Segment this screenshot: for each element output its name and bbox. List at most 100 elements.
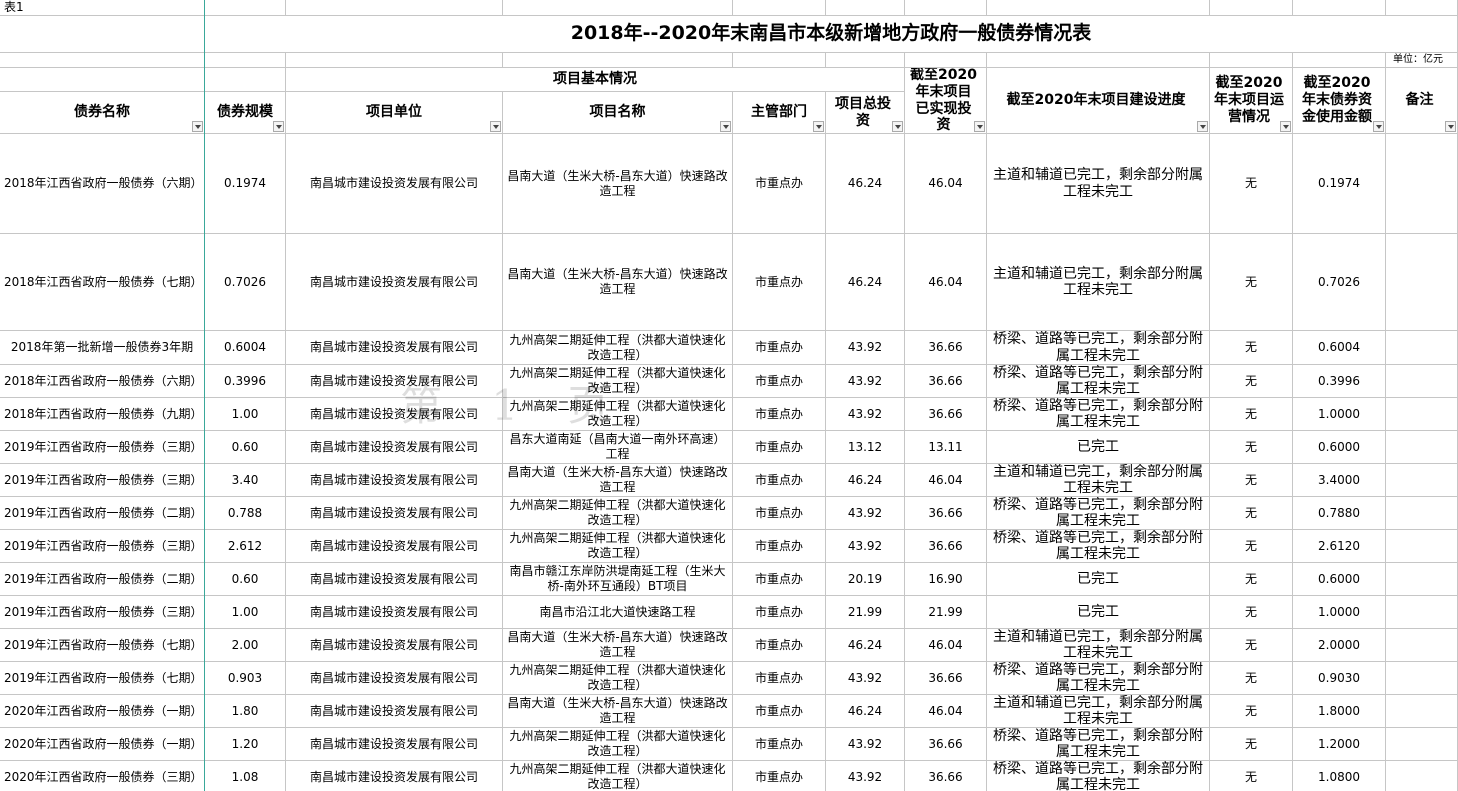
table-cell: 2.00: [205, 629, 286, 662]
table-cell: 2019年江西省政府一般债券（三期）: [0, 431, 205, 464]
table-cell: 2018年江西省政府一般债券（六期）: [0, 134, 205, 234]
table-cell: 桥梁、道路等已完工，剩余部分附属工程未完工: [987, 331, 1210, 365]
table-cell: 无: [1210, 728, 1293, 761]
table-cell: 2.6120: [1293, 530, 1386, 563]
table-cell: 桥梁、道路等已完工，剩余部分附属工程未完工: [987, 497, 1210, 530]
table-cell: 46.04: [905, 629, 987, 662]
empty-cell: [503, 0, 733, 16]
table-cell: 46.24: [826, 695, 905, 728]
empty-cell: [0, 16, 205, 53]
table-cell: 36.66: [905, 365, 987, 398]
table-cell: 43.92: [826, 728, 905, 761]
table-cell: 1.20: [205, 728, 286, 761]
filter-button[interactable]: [892, 121, 903, 132]
table-cell: 市重点办: [733, 761, 826, 791]
empty-cell: [733, 53, 826, 68]
table-cell: 无: [1210, 662, 1293, 695]
table-cell: 市重点办: [733, 398, 826, 431]
table-cell: 36.66: [905, 398, 987, 431]
table-cell: 2018年江西省政府一般债券（六期）: [0, 365, 205, 398]
table-cell: 46.04: [905, 695, 987, 728]
table-cell: 1.08: [205, 761, 286, 791]
filter-button[interactable]: [273, 121, 284, 132]
table-cell: 南昌城市建设投资发展有限公司: [286, 596, 503, 629]
table-cell: 43.92: [826, 530, 905, 563]
table-cell: 无: [1210, 530, 1293, 563]
table-cell: 南昌市沿江北大道快速路工程: [503, 596, 733, 629]
table-cell: 已完工: [987, 563, 1210, 596]
column-header: 截至2020年末债券资金使用金额: [1293, 68, 1386, 134]
filter-button[interactable]: [1373, 121, 1384, 132]
table-cell: 南昌城市建设投资发展有限公司: [286, 431, 503, 464]
filter-button[interactable]: [720, 121, 731, 132]
empty-cell: [503, 53, 733, 68]
filter-button[interactable]: [1197, 121, 1208, 132]
column-header: 债券名称: [0, 92, 205, 134]
table-cell: 昌南大道（生米大桥-昌东大道）快速路改造工程: [503, 234, 733, 331]
empty-cell: [1386, 563, 1458, 596]
table-cell: 43.92: [826, 398, 905, 431]
table-cell: 1.80: [205, 695, 286, 728]
empty-cell: [1386, 0, 1458, 16]
table-cell: 2020年江西省政府一般债券（一期）: [0, 728, 205, 761]
table-cell: 13.11: [905, 431, 987, 464]
table-cell: 无: [1210, 596, 1293, 629]
table-cell: 0.903: [205, 662, 286, 695]
table-cell: 2019年江西省政府一般债券（二期）: [0, 497, 205, 530]
table-cell: 无: [1210, 464, 1293, 497]
filter-button[interactable]: [974, 121, 985, 132]
table-cell: 主道和辅道已完工，剩余部分附属工程未完工: [987, 464, 1210, 497]
table-cell: 0.7026: [205, 234, 286, 331]
table-cell: 1.00: [205, 596, 286, 629]
empty-cell: [1386, 596, 1458, 629]
table-cell: 市重点办: [733, 728, 826, 761]
table-cell: 0.6004: [205, 331, 286, 365]
table-cell: 无: [1210, 497, 1293, 530]
empty-cell: [1386, 761, 1458, 791]
filter-button[interactable]: [813, 121, 824, 132]
table-cell: 已完工: [987, 596, 1210, 629]
table-cell: 九州高架二期延伸工程（洪都大道快速化改造工程）: [503, 497, 733, 530]
table-cell: 无: [1210, 431, 1293, 464]
table-cell: 桥梁、道路等已完工，剩余部分附属工程未完工: [987, 398, 1210, 431]
table-cell: 2018年江西省政府一般债券（七期）: [0, 234, 205, 331]
empty-cell: [987, 53, 1210, 68]
empty-cell: [1386, 365, 1458, 398]
group-header: 项目基本情况: [286, 68, 905, 92]
table-cell: 九州高架二期延伸工程（洪都大道快速化改造工程）: [503, 728, 733, 761]
table-cell: 南昌城市建设投资发展有限公司: [286, 497, 503, 530]
empty-cell: [1386, 662, 1458, 695]
column-header: 项目总投资: [826, 92, 905, 134]
filter-button[interactable]: [192, 121, 203, 132]
column-header: 项目单位: [286, 92, 503, 134]
table-cell: 南昌城市建设投资发展有限公司: [286, 695, 503, 728]
table-cell: 46.04: [905, 134, 987, 234]
column-header: 截至2020年末项目已实现投资: [905, 68, 987, 134]
table-cell: 43.92: [826, 497, 905, 530]
table-cell: 南昌城市建设投资发展有限公司: [286, 662, 503, 695]
filter-button[interactable]: [1445, 121, 1456, 132]
table-cell: 南昌城市建设投资发展有限公司: [286, 134, 503, 234]
empty-cell: [1293, 0, 1386, 16]
table-cell: 无: [1210, 134, 1293, 234]
table-cell: 2020年江西省政府一般债券（三期）: [0, 761, 205, 791]
empty-cell: [1386, 134, 1458, 234]
table-cell: 3.40: [205, 464, 286, 497]
table-cell: 主道和辅道已完工，剩余部分附属工程未完工: [987, 695, 1210, 728]
table-cell: 昌南大道（生米大桥-昌东大道）快速路改造工程: [503, 134, 733, 234]
table-cell: 南昌城市建设投资发展有限公司: [286, 563, 503, 596]
empty-cell: [826, 53, 905, 68]
table-cell: 南昌城市建设投资发展有限公司: [286, 234, 503, 331]
filter-button[interactable]: [1280, 121, 1291, 132]
table-cell: 九州高架二期延伸工程（洪都大道快速化改造工程）: [503, 662, 733, 695]
empty-cell: [987, 0, 1210, 16]
table-cell: 2020年江西省政府一般债券（一期）: [0, 695, 205, 728]
table-cell: 昌南大道（生米大桥-昌东大道）快速路改造工程: [503, 629, 733, 662]
empty-cell: [1386, 431, 1458, 464]
table-cell: 主道和辅道已完工，剩余部分附属工程未完工: [987, 234, 1210, 331]
table-cell: 市重点办: [733, 563, 826, 596]
table-cell: 桥梁、道路等已完工，剩余部分附属工程未完工: [987, 761, 1210, 791]
empty-cell: [0, 53, 205, 68]
filter-button[interactable]: [490, 121, 501, 132]
